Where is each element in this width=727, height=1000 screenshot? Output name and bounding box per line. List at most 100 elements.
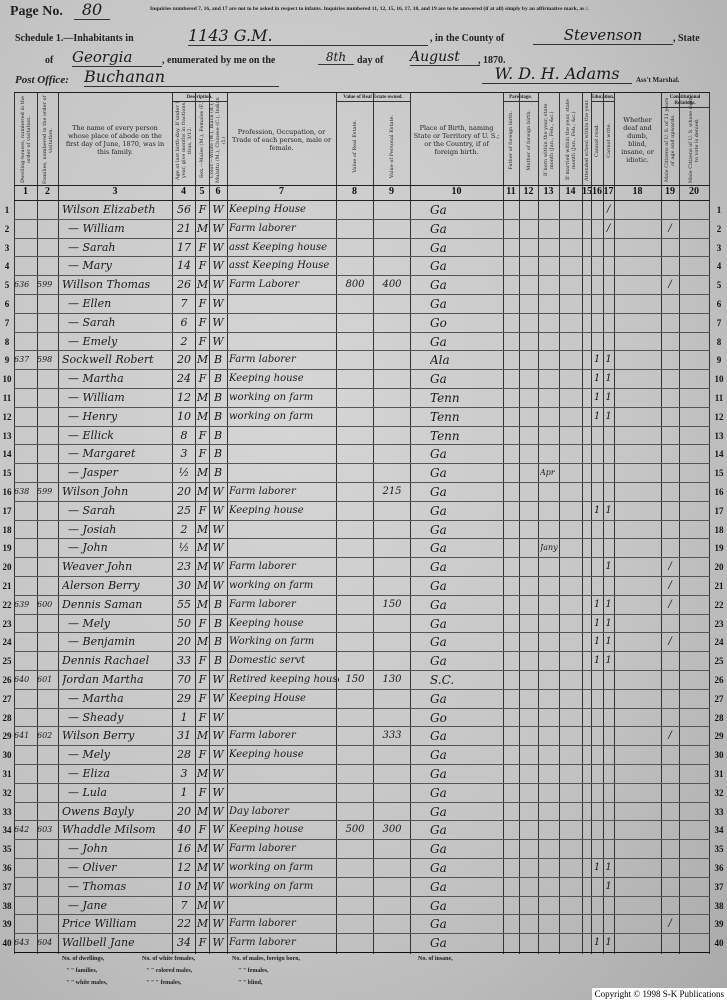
birth-month: [540, 295, 560, 313]
occupation: Farm laborer: [229, 354, 296, 366]
dwelling-number: [14, 859, 37, 877]
age: 17: [177, 240, 191, 254]
person-name: — William: [68, 391, 125, 404]
cannot-write: [603, 709, 614, 727]
dwelling-number: [14, 314, 37, 332]
row-rule: [14, 876, 710, 878]
age: 50: [177, 616, 191, 630]
cannot-write: 1: [605, 617, 612, 629]
personal-estate-value: [375, 351, 409, 369]
column-number: 17: [603, 186, 614, 197]
row-rule: [14, 594, 710, 596]
row-rule: [14, 369, 710, 371]
column-header-7: Profession, Occupation, or Trade of each…: [227, 95, 336, 185]
color: W: [212, 804, 224, 818]
eligible-voter: [661, 201, 679, 219]
eligible-voter: [661, 765, 679, 783]
color: B: [213, 616, 223, 630]
column-number: 4: [181, 186, 186, 197]
person-name: Weaver John: [62, 560, 133, 574]
sex: M: [196, 597, 209, 611]
dwelling-number: [14, 784, 37, 802]
cannot-read: [591, 239, 603, 257]
age: 7: [180, 898, 188, 912]
row-number: 14: [714, 449, 724, 460]
person-name: Wilson Berry: [62, 729, 135, 743]
column-rule: [209, 92, 210, 954]
occupation: Farm laborer: [229, 598, 296, 610]
column-header-2: Families, numbered in the order of visit…: [37, 95, 58, 185]
personal-estate-value: [375, 521, 409, 539]
dwelling-number: [14, 803, 37, 821]
cannot-read: [591, 464, 603, 482]
age: 8: [180, 428, 188, 442]
cannot-read: [591, 427, 603, 445]
sex: F: [198, 428, 207, 442]
column-header-label: Sex.—Males (M.), Females (F.): [199, 101, 205, 179]
color: W: [212, 278, 224, 292]
footer-colored-males: " " colored males,: [146, 968, 193, 974]
day-value: 8th: [318, 50, 354, 65]
family-number: [37, 784, 58, 802]
birthplace: Ga: [430, 503, 447, 518]
occupation: [229, 445, 339, 463]
family-number: [37, 220, 58, 238]
family-number: [37, 370, 58, 388]
eligible-voter: /: [668, 580, 672, 591]
occupation: Keeping house: [229, 373, 304, 385]
cannot-read: [591, 878, 603, 896]
sex: M: [196, 541, 209, 555]
family-number: 604: [37, 938, 53, 948]
person-name: Owens Bayly: [62, 804, 134, 818]
cannot-write: [603, 427, 614, 445]
person-name: Wilson John: [62, 485, 129, 498]
color: W: [212, 673, 224, 686]
person-name: — Ellen: [68, 297, 112, 310]
row-number: 28: [2, 712, 12, 723]
sex: F: [198, 297, 207, 310]
row-number: 1: [4, 205, 10, 215]
age: 24: [177, 372, 191, 386]
birthplace: S.C.: [430, 673, 455, 687]
person-name: — Jasper: [68, 466, 118, 480]
row-rule: [14, 670, 710, 671]
sex: F: [198, 259, 207, 273]
cannot-read: [591, 709, 603, 727]
birthplace: Ga: [430, 936, 447, 951]
occupation: Day laborer: [229, 805, 289, 817]
column-number: 13: [543, 186, 554, 197]
color: W: [212, 879, 224, 893]
age: 14: [177, 259, 191, 273]
dwelling-number: [14, 840, 37, 858]
occupation: Working on farm: [229, 636, 315, 648]
cannot-write: [603, 239, 614, 257]
personal-estate-value: [375, 897, 409, 915]
birthplace: Ga: [430, 485, 447, 499]
cannot-write: [603, 803, 614, 821]
occupation: [229, 333, 339, 351]
birth-month: [540, 746, 560, 764]
row-rule: [14, 256, 710, 258]
cannot-write: 1: [605, 937, 612, 949]
real-estate-value: [338, 333, 372, 351]
row-rule: [14, 331, 710, 333]
person-name: — Henry: [68, 409, 118, 423]
dwelling-number: 642: [14, 825, 30, 835]
column-header-label: If born within the year, state month (Ja…: [542, 103, 555, 177]
dwelling-number: [14, 521, 37, 539]
family-number: [37, 577, 58, 595]
column-number: 12: [523, 186, 534, 197]
age: 12: [177, 861, 191, 874]
row-number: 24: [2, 637, 12, 648]
of-label: of: [45, 55, 54, 66]
family-number: [37, 709, 58, 727]
sex: F: [198, 785, 207, 799]
eligible-voter: /: [668, 918, 672, 930]
birthplace: Ga: [430, 579, 447, 593]
birth-month: [540, 445, 560, 463]
real-estate-value: [338, 615, 372, 633]
column-header-label: Mother of foreign birth.: [525, 109, 532, 171]
page-number: 80: [74, 0, 110, 20]
row-rule: [14, 519, 710, 521]
color: W: [212, 917, 224, 931]
